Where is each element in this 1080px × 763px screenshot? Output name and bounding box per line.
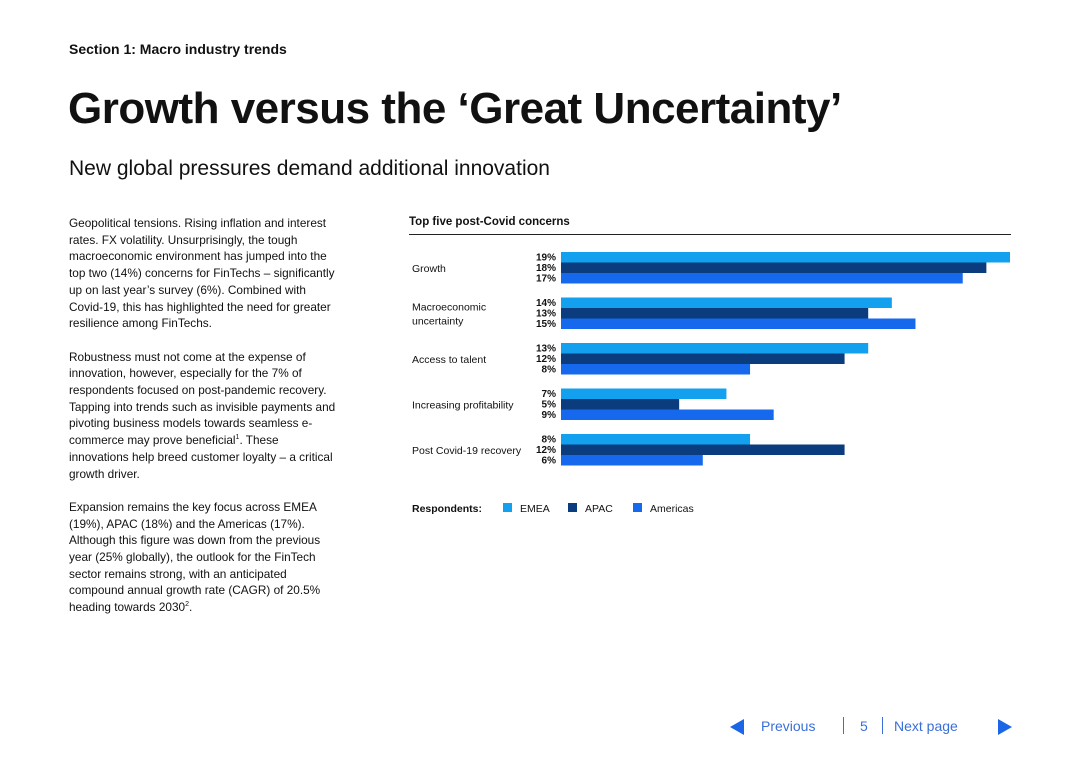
data-label: 5% — [542, 400, 557, 411]
data-label: 13% — [536, 344, 556, 355]
bar-emea — [561, 297, 892, 308]
bar-americas — [561, 455, 703, 466]
legend-label-americas: Americas — [650, 503, 694, 515]
bar-apac — [561, 399, 680, 410]
previous-link[interactable]: Previous — [761, 718, 816, 734]
nav-divider — [843, 717, 844, 734]
paragraph-2: Robustness must not come at the expense … — [69, 349, 339, 483]
chart-title-rule — [409, 234, 1011, 235]
chart-title: Top five post-Covid concerns — [409, 216, 570, 228]
footnote-ref-1[interactable]: 1 — [235, 434, 240, 442]
bar-apac — [561, 353, 845, 364]
next-arrow-icon[interactable] — [998, 719, 1012, 735]
data-label: 8% — [542, 435, 557, 446]
bar-emea — [561, 388, 727, 399]
legend-swatch-americas — [633, 503, 642, 512]
category-label: Post Covid-19 recovery — [412, 445, 522, 457]
data-label: 18% — [536, 263, 556, 274]
bar-apac — [561, 262, 987, 273]
data-label: 8% — [542, 365, 557, 376]
paragraph-3-text: Expansion remains the key focus across E… — [69, 499, 321, 615]
data-label: 9% — [542, 410, 557, 421]
data-label: 12% — [536, 445, 556, 456]
data-label: 17% — [536, 274, 556, 285]
bar-americas — [561, 273, 963, 284]
bar-emea — [561, 252, 1010, 263]
paragraph-2-text: Robustness must not come at the expense … — [69, 349, 336, 448]
data-label: 15% — [536, 319, 556, 330]
page-number: 5 — [860, 718, 868, 734]
bar-apac — [561, 444, 845, 455]
legend-title: Respondents: — [412, 503, 482, 515]
data-label: 14% — [536, 298, 556, 309]
nav-divider — [882, 717, 883, 734]
category-label: Increasing profitability — [412, 399, 514, 411]
section-label: Section 1: Macro industry trends — [69, 41, 287, 57]
data-label: 13% — [536, 309, 556, 320]
page-title: Growth versus the ‘Great Uncertainty’ — [68, 84, 842, 133]
page-navigation: Previous 5 Next page — [730, 716, 1012, 738]
category-label: Access to talent — [412, 354, 486, 366]
bar-americas — [561, 364, 751, 375]
bar-emea — [561, 343, 869, 354]
data-label: 19% — [536, 253, 556, 264]
next-page-link[interactable]: Next page — [894, 718, 958, 734]
legend-swatch-apac — [568, 503, 577, 512]
bar-apac — [561, 308, 869, 319]
legend-swatch-emea — [503, 503, 512, 512]
data-label: 12% — [536, 354, 556, 365]
page-subtitle: New global pressures demand additional i… — [69, 157, 550, 180]
legend-label-apac: APAC — [585, 503, 613, 515]
footnote-ref-2[interactable]: 2 — [185, 601, 189, 609]
category-label: Growth — [412, 263, 446, 275]
bar-americas — [561, 409, 774, 420]
paragraph-2-end: . These innovations help breed customer … — [69, 433, 333, 481]
category-label: Macroeconomic — [412, 301, 486, 313]
data-label: 7% — [542, 389, 557, 400]
data-label: 6% — [542, 456, 557, 467]
category-label: uncertainty — [412, 315, 464, 327]
paragraph-3-end: . — [189, 600, 193, 615]
bar-americas — [561, 318, 916, 329]
legend-label-emea: EMEA — [520, 503, 550, 515]
bar-emea — [561, 434, 751, 445]
body-text: Geopolitical tensions. Rising inflation … — [69, 215, 339, 633]
previous-arrow-icon[interactable] — [730, 719, 744, 735]
paragraph-3: Expansion remains the key focus across E… — [69, 499, 339, 616]
paragraph-1: Geopolitical tensions. Rising inflation … — [69, 216, 335, 331]
